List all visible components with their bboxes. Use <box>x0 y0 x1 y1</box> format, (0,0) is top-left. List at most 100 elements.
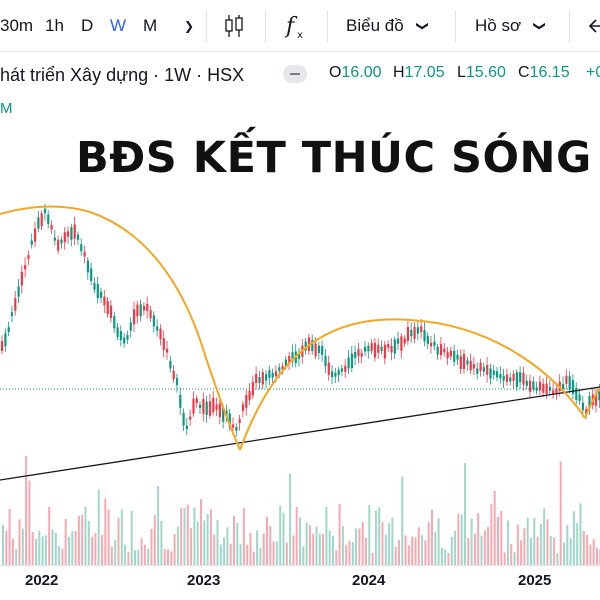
candle-body <box>324 355 327 367</box>
candle-body <box>146 304 149 311</box>
undo-icon <box>588 19 600 33</box>
volume-bar <box>543 508 546 565</box>
candle-body <box>311 340 314 352</box>
candle-body <box>538 381 542 391</box>
volume-bar <box>167 549 169 565</box>
volume-bar <box>384 534 387 565</box>
volume-bar <box>44 535 47 565</box>
candle-body <box>443 348 446 353</box>
candle-body <box>298 353 301 359</box>
volume-bar <box>444 549 447 565</box>
candle-body <box>449 350 452 357</box>
volume-bar <box>407 545 410 565</box>
volume-bar <box>77 515 80 565</box>
candle-body <box>4 333 7 347</box>
candle-body <box>383 344 386 359</box>
candle-body <box>337 370 340 376</box>
candle-body <box>416 327 419 334</box>
volume-bar <box>176 526 179 565</box>
candle-body <box>208 401 212 416</box>
candle-body <box>334 372 337 377</box>
volume-bar <box>506 520 509 565</box>
candle-body <box>63 232 66 243</box>
interval-30m[interactable]: 30m <box>0 16 34 35</box>
candle-body <box>185 425 188 429</box>
volume-bar <box>417 527 420 565</box>
collapse-legend-button[interactable] <box>283 65 307 83</box>
candle-body <box>126 334 129 340</box>
volume-bar <box>421 535 424 565</box>
volume-bar <box>246 544 249 565</box>
volume-bar <box>279 505 282 565</box>
arc-2022 <box>0 205 241 451</box>
chart-type-button[interactable] <box>220 0 248 52</box>
volume-bar <box>104 498 107 565</box>
candle-body <box>588 396 591 409</box>
volume-bar <box>180 508 183 565</box>
volume-bar <box>470 518 473 565</box>
volume-bar <box>473 533 476 565</box>
candle-body <box>103 296 106 306</box>
volume-bar <box>332 535 334 565</box>
interval-m[interactable]: M <box>143 16 158 35</box>
volume-bar <box>312 533 315 565</box>
candle-body <box>245 395 248 408</box>
volume-bar <box>427 522 430 565</box>
volume-bar <box>233 516 235 565</box>
volume-bar <box>328 530 331 565</box>
candle-body <box>109 305 113 319</box>
volume-bar <box>539 523 542 565</box>
candle-body <box>27 255 30 259</box>
volume-bar <box>5 530 8 565</box>
volume-bar <box>533 517 536 565</box>
indicator-legend[interactable]: M <box>0 100 13 117</box>
candle-body <box>489 368 492 379</box>
interval-w[interactable]: W <box>110 16 127 35</box>
volume-bar <box>348 540 351 565</box>
volume-bar <box>242 508 245 565</box>
interval-1h[interactable]: 1h <box>45 16 64 35</box>
candle-body <box>568 376 571 390</box>
ohlc-open: O16.00 <box>329 64 382 81</box>
volume-bar <box>530 537 532 565</box>
candle-body <box>595 393 598 406</box>
symbol-title[interactable]: Phát triển Xây dựng · 1W · HSX <box>0 65 245 85</box>
intervals-dropdown-button[interactable]: ❯ <box>176 0 194 52</box>
volume-bar <box>170 551 173 565</box>
volume-bar <box>394 546 397 565</box>
volume-bar <box>130 510 133 565</box>
candle-body <box>578 394 581 401</box>
candle-body <box>364 346 367 352</box>
arc-2023-2024 <box>239 318 586 451</box>
volume-bar <box>586 535 589 565</box>
volume-bar <box>216 520 219 565</box>
layout-dropdown-button[interactable]: Biểu đồ ❯ <box>346 0 430 52</box>
undo-button[interactable] <box>586 0 600 52</box>
candle-body <box>321 346 324 355</box>
indicators-button[interactable]: f x <box>283 0 309 52</box>
candle-body <box>116 327 119 337</box>
candle-body <box>202 399 205 414</box>
candle-body <box>119 331 122 341</box>
candle-body <box>228 413 231 428</box>
volume-bar <box>490 504 493 565</box>
volume-bar <box>124 544 127 565</box>
time-axis[interactable] <box>0 565 600 600</box>
volume-bar <box>454 530 457 565</box>
volume-bar <box>431 509 433 565</box>
profile-label: Hồ sơ <box>475 16 522 35</box>
candle-body <box>90 268 93 282</box>
profile-dropdown-button[interactable]: Hồ sơ ❯ <box>475 0 547 52</box>
candle-body <box>542 383 545 393</box>
volume-bar <box>374 510 377 565</box>
volume-bar <box>335 550 338 565</box>
interval-d[interactable]: D <box>81 16 94 35</box>
volume-bar <box>285 542 288 565</box>
volume-bar <box>368 505 371 565</box>
candle-body <box>367 346 370 352</box>
volume-bar <box>28 480 31 565</box>
volume-bar <box>35 539 37 565</box>
volume-bar <box>559 461 562 565</box>
volume-bar <box>114 539 117 565</box>
